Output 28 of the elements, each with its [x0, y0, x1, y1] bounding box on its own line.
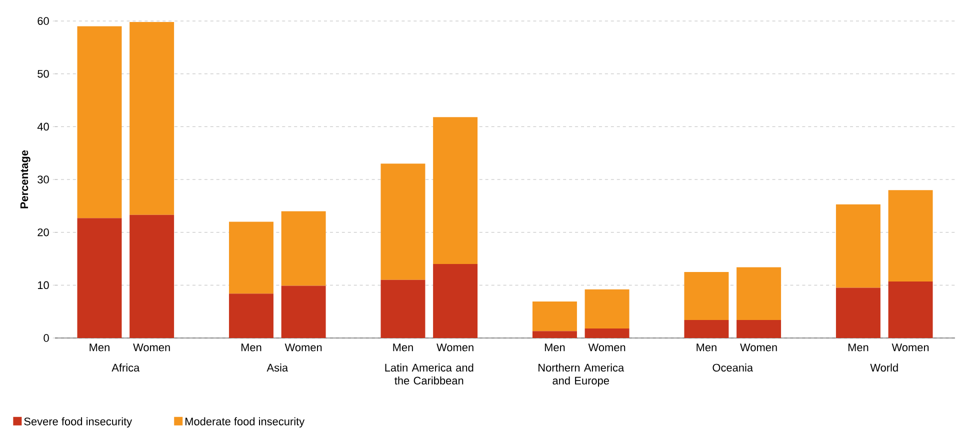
x-tick-label: Men: [544, 344, 565, 352]
y-tick-label: 40: [37, 122, 49, 131]
x-tick-label: Women: [133, 344, 170, 352]
y-tick-label: 20: [38, 228, 49, 236]
y-tick-label: 0: [44, 334, 49, 342]
x-tick-label: Women: [740, 344, 777, 352]
text: Africa: [112, 364, 140, 372]
legend-label: Severe food insecurity: [24, 417, 132, 428]
x-tick-label: Men: [241, 344, 262, 352]
x-tick-label: Men: [90, 344, 110, 352]
x-tick-label: Women: [284, 344, 322, 352]
x-tick-label: Women: [436, 344, 474, 352]
text: Asia: [266, 364, 288, 372]
y-tick-label: 50: [38, 70, 49, 78]
text: Latin America and the Caribbean: [385, 364, 474, 385]
y-tick-label: 60: [38, 17, 49, 25]
y-axis-title: Percentage: [20, 150, 30, 208]
text: World: [870, 364, 898, 372]
y-tick-label: 10: [38, 281, 49, 290]
y-tick-label: 30: [38, 176, 49, 184]
x-tick-label: Women: [588, 344, 626, 352]
x-tick-label: Men: [848, 344, 868, 352]
x-tick-label: Men: [393, 344, 413, 352]
x-tick-label: Women: [892, 344, 929, 352]
x-tick-label: Men: [696, 344, 716, 352]
text: Oceania: [712, 364, 754, 372]
legend-label: Moderate food insecurity: [186, 417, 305, 428]
text: Northern America and Europe: [538, 364, 624, 387]
